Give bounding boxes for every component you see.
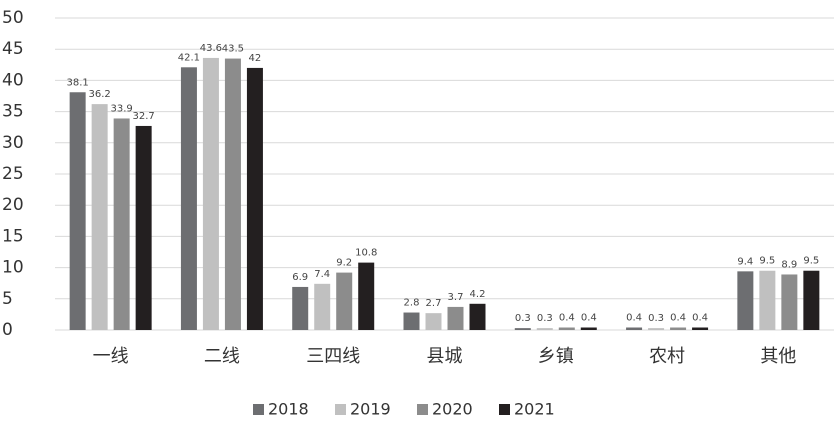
bar (403, 312, 420, 330)
value-label: 32.7 (133, 111, 155, 122)
value-label: 0.3 (648, 313, 664, 324)
x-tick-label: 县城 (427, 346, 463, 367)
bar (246, 67, 263, 331)
y-tick-label: 40 (2, 70, 24, 90)
value-label: 9.5 (759, 256, 775, 267)
y-tick-label: 35 (2, 102, 24, 122)
value-label: 6.9 (292, 272, 308, 283)
legend-label: 2021 (514, 400, 555, 419)
bar (336, 272, 353, 330)
value-label: 42.1 (178, 52, 200, 63)
value-label: 0.4 (581, 313, 597, 324)
y-tick-label: 50 (2, 8, 24, 28)
bar (447, 306, 464, 330)
bar (781, 274, 798, 330)
y-tick-label: 30 (2, 133, 24, 153)
bar (135, 125, 152, 331)
value-label: 9.4 (737, 256, 753, 267)
y-tick-label: 15 (2, 226, 24, 246)
x-tick-label: 二线 (204, 346, 240, 367)
bar (180, 67, 197, 331)
value-label: 0.4 (626, 313, 642, 324)
y-tick-label: 45 (2, 39, 24, 59)
bar (737, 271, 754, 330)
bar (224, 58, 241, 331)
bar (626, 327, 643, 330)
value-label: 0.3 (515, 313, 531, 324)
bar (670, 327, 687, 330)
bar (469, 303, 486, 330)
value-label: 43.5 (222, 44, 244, 55)
bar (558, 327, 575, 330)
legend-label: 2018 (268, 400, 309, 419)
legend-swatch (335, 404, 346, 415)
value-label: 38.1 (67, 77, 89, 88)
legend-label: 2020 (432, 400, 473, 419)
bar (202, 57, 219, 330)
value-label: 43.6 (200, 43, 222, 54)
bar (113, 118, 130, 331)
legend-label: 2019 (350, 400, 391, 419)
bar (536, 328, 553, 330)
legend-swatch (253, 404, 264, 415)
bar (648, 328, 665, 330)
bar (580, 327, 597, 330)
x-tick-label: 乡镇 (538, 346, 574, 367)
bar (759, 270, 776, 330)
value-label: 0.4 (670, 313, 686, 324)
legend-swatch (499, 404, 510, 415)
value-label: 3.7 (448, 292, 464, 303)
legend-swatch (417, 404, 428, 415)
bar (803, 270, 820, 330)
value-label: 42 (249, 53, 262, 64)
value-label: 0.4 (559, 313, 575, 324)
y-tick-label: 20 (2, 195, 24, 215)
value-label: 2.8 (404, 298, 420, 309)
bar (514, 328, 531, 330)
value-label: 7.4 (314, 269, 330, 280)
bar (314, 283, 331, 330)
value-label: 0.4 (692, 313, 708, 324)
bar (358, 262, 375, 330)
x-tick-label: 其他 (760, 346, 796, 367)
y-tick-label: 0 (2, 320, 13, 340)
value-label: 9.2 (336, 258, 352, 269)
value-label: 4.2 (470, 289, 486, 300)
x-tick-label: 三四线 (306, 346, 360, 367)
value-label: 36.2 (89, 89, 111, 100)
value-label: 8.9 (781, 259, 797, 270)
y-tick-label: 10 (2, 258, 24, 278)
x-tick-label: 农村 (649, 346, 685, 367)
y-tick-label: 25 (2, 164, 24, 184)
bar (292, 286, 309, 330)
value-label: 9.5 (803, 256, 819, 267)
value-label: 33.9 (111, 103, 133, 114)
bar (69, 92, 86, 330)
y-tick-label: 5 (2, 289, 13, 309)
value-label: 0.3 (537, 313, 553, 324)
bar (91, 104, 108, 330)
value-label: 10.8 (355, 248, 377, 259)
bar (425, 313, 442, 330)
value-label: 2.7 (426, 298, 442, 309)
bar (692, 327, 709, 330)
x-tick-label: 一线 (93, 346, 129, 367)
